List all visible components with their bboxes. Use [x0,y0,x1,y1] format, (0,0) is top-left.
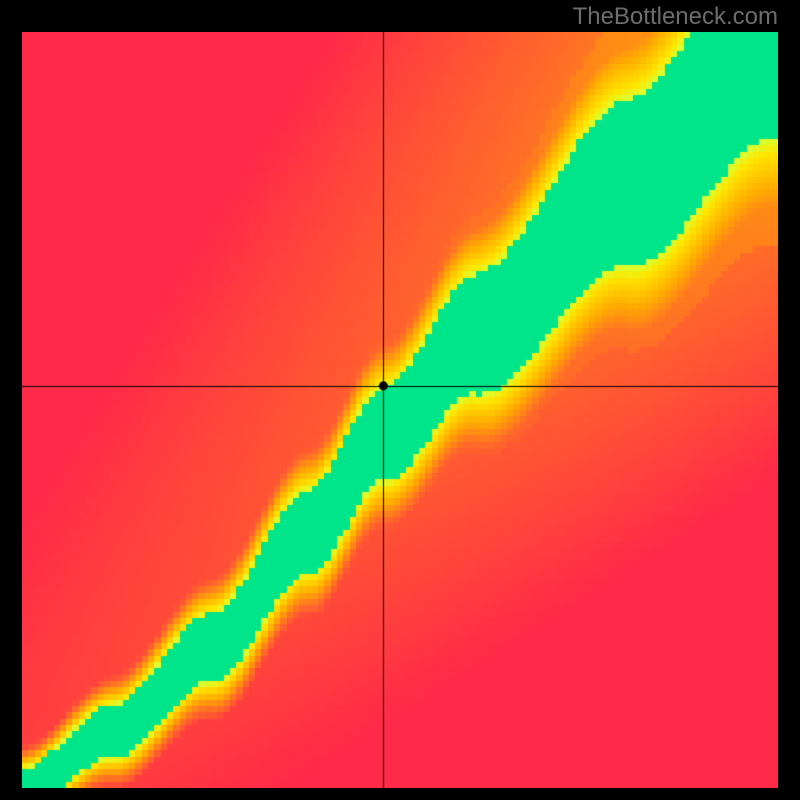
watermark-text: TheBottleneck.com [573,3,778,31]
chart-container: TheBottleneck.com [0,0,800,800]
bottleneck-heatmap [22,32,778,788]
